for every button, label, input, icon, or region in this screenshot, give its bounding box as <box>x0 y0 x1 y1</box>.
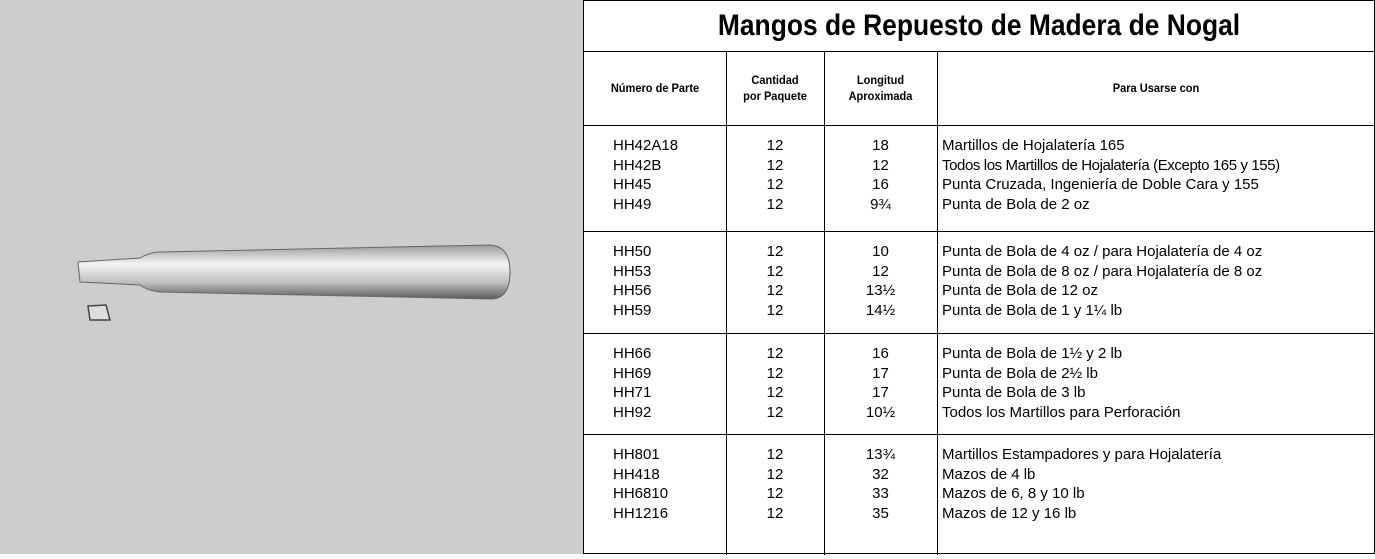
length: 16 <box>872 176 889 193</box>
quantity: 12 <box>766 504 784 522</box>
quantity: 12 <box>766 176 784 193</box>
rule <box>824 51 825 555</box>
usage: Punta de Bola de 2½ lb <box>942 364 1098 382</box>
quantity: 12 <box>766 345 784 362</box>
usage: Mazos de 6, 8 y 10 lb <box>942 485 1085 502</box>
part-number: HH69 <box>613 364 652 382</box>
usage: Mazos de 4 lb <box>942 465 1036 483</box>
length: 13½ <box>865 282 896 299</box>
length: 18 <box>872 137 889 154</box>
table-title: Mangos de Repuesto de Madera de Nogal <box>717 9 1241 42</box>
usage: Punta de Bola de 4 oz / para Hojalatería… <box>942 243 1263 260</box>
quantity: 12 <box>766 364 784 382</box>
length: 10½ <box>865 403 896 421</box>
quantity: 12 <box>766 156 784 174</box>
part-number: HH42B <box>613 156 662 174</box>
usage: Punta de Bola de 12 oz <box>942 282 1098 299</box>
length: 17 <box>872 364 889 382</box>
part-number: HH66 <box>613 345 652 362</box>
handle-image <box>77 244 511 321</box>
usage: Martillos de Hojalatería 165 <box>942 137 1125 154</box>
part-number: HH1216 <box>613 504 669 522</box>
length: 17 <box>872 384 889 401</box>
part-number: HH45 <box>613 176 652 193</box>
usage: Punta de Bola de 1 y 1¼ lb <box>942 301 1123 319</box>
quantity: 12 <box>766 485 784 502</box>
rule <box>726 51 727 555</box>
length: 12 <box>872 156 889 174</box>
quantity: 12 <box>766 403 784 421</box>
length: 32 <box>872 465 889 483</box>
length: 13¾ <box>865 446 896 463</box>
part-number: HH92 <box>613 403 652 421</box>
usage: Todos los Martillos para Perforación <box>942 403 1181 421</box>
usage: Punta de Bola de 1½ y 2 lb <box>942 345 1123 362</box>
length: 33 <box>872 485 889 502</box>
usage: Punta de Bola de 3 lb <box>942 384 1086 401</box>
part-number: HH50 <box>613 243 652 260</box>
rule <box>584 333 1374 334</box>
quantity: 12 <box>766 465 784 483</box>
image-panel <box>0 0 583 554</box>
usage: Punta de Bola de 8 oz / para Hojalatería… <box>942 262 1263 280</box>
rule <box>584 125 1374 126</box>
rule <box>584 51 1374 52</box>
part-number: HH801 <box>613 446 660 463</box>
usage: Punta Cruzada, Ingeniería de Doble Cara … <box>942 176 1259 193</box>
quantity: 12 <box>766 384 784 401</box>
column-header: Cantidad <box>751 73 799 87</box>
length: 16 <box>872 345 889 362</box>
usage: Mazos de 12 y 16 lb <box>942 504 1077 522</box>
part-number: HH49 <box>613 195 652 213</box>
column-header: Para Usarse con <box>1112 81 1200 95</box>
part-number: HH53 <box>613 262 652 280</box>
part-number: HH418 <box>613 465 660 483</box>
column-header: Aproximada <box>848 89 913 103</box>
column-header: por Paquete <box>743 89 807 103</box>
quantity: 12 <box>766 262 784 280</box>
column-header: Número de Parte <box>610 81 700 95</box>
quantity: 12 <box>766 195 784 213</box>
length: 35 <box>872 504 889 522</box>
part-number: HH42A18 <box>613 137 679 154</box>
length: 12 <box>872 262 889 280</box>
usage: Martillos Estampadores y para Hojalaterí… <box>942 446 1222 463</box>
length: 10 <box>872 243 889 260</box>
column-header: Longitud <box>856 73 905 87</box>
parts-table: Mangos de Repuesto de Madera de Nogal Núm… <box>583 0 1375 555</box>
rule <box>937 51 938 555</box>
quantity: 12 <box>766 301 784 319</box>
usage: Todos los Martillos de Hojalatería (Exce… <box>942 156 1280 174</box>
usage: Punta de Bola de 2 oz <box>942 195 1090 213</box>
part-number: HH56 <box>613 282 652 299</box>
quantity: 12 <box>766 137 784 154</box>
part-number: HH71 <box>613 384 652 401</box>
length: 14½ <box>865 301 896 319</box>
part-number: HH6810 <box>613 485 669 502</box>
quantity: 12 <box>766 282 784 299</box>
quantity: 12 <box>766 446 784 463</box>
length: 9¾ <box>870 195 891 213</box>
rule <box>584 231 1374 232</box>
part-number: HH59 <box>613 301 652 319</box>
rule <box>584 434 1374 435</box>
quantity: 12 <box>766 243 784 260</box>
